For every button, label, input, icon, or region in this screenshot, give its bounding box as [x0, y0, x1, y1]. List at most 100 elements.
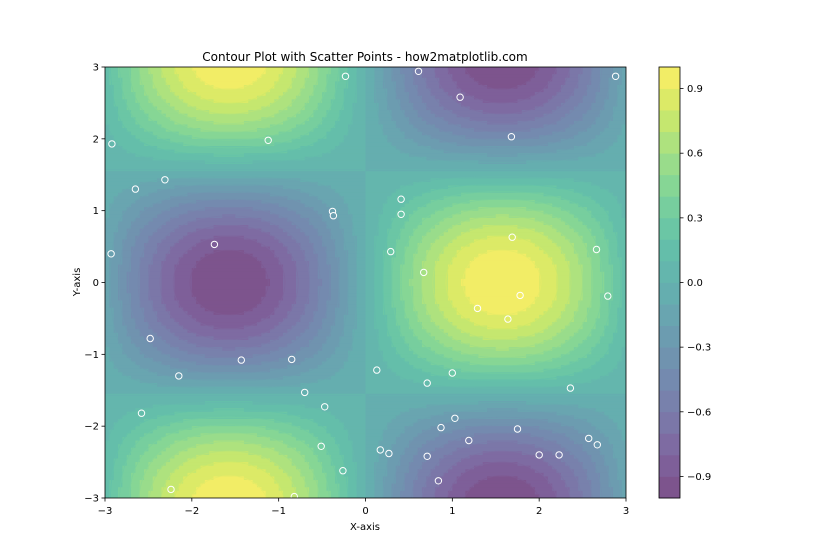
contour-cell	[617, 253, 626, 258]
contour-cell	[118, 70, 132, 75]
contour-cell	[608, 88, 618, 93]
contour-cell	[126, 275, 141, 280]
contour-cell	[131, 260, 141, 266]
contour-cell	[109, 296, 119, 302]
contour-cell	[487, 250, 519, 255]
contour-cell	[387, 99, 401, 104]
contour-cell	[170, 476, 184, 481]
contour-cell	[434, 293, 449, 298]
contour-cell	[161, 70, 176, 75]
contour-cell	[543, 458, 562, 463]
contour-cell	[452, 225, 484, 230]
contour-cell	[365, 113, 380, 118]
contour-cell	[582, 70, 592, 75]
contour-cell	[291, 339, 310, 345]
contour-cell	[430, 426, 466, 431]
contour-cell	[118, 336, 132, 341]
contour-cell	[413, 106, 427, 111]
contour-cell	[139, 483, 154, 488]
contour-cell	[269, 472, 288, 478]
contour-cell	[421, 368, 462, 373]
contour-cell	[560, 314, 575, 320]
contour-cell	[387, 332, 401, 337]
scatter-point	[387, 247, 395, 256]
scatter-point	[131, 185, 140, 193]
contour-cell	[161, 300, 180, 305]
contour-cell	[139, 124, 163, 129]
contour-cell	[534, 74, 553, 79]
contour-cell	[387, 325, 401, 330]
contour-cell	[526, 253, 549, 258]
colorbar-segment	[659, 454, 680, 477]
contour-cell	[487, 235, 519, 240]
contour-cell	[317, 304, 328, 309]
contour-cell	[309, 217, 323, 223]
contour-cell	[300, 415, 336, 420]
contour-cell	[608, 322, 618, 327]
contour-cell	[339, 447, 354, 452]
contour-cell	[582, 368, 614, 373]
contour-cell	[400, 494, 414, 498]
contour-cell	[434, 282, 449, 287]
contour-cell	[144, 242, 158, 248]
contour-cell	[378, 447, 393, 452]
contour-cell	[152, 253, 167, 258]
contour-cell	[348, 250, 358, 255]
contour-cell	[578, 156, 626, 161]
contour-cell	[352, 113, 367, 118]
contour-cell	[343, 92, 358, 97]
contour-cell	[356, 289, 367, 294]
contour-cell	[174, 228, 197, 233]
contour-cell	[105, 404, 154, 409]
contour-cell	[365, 404, 427, 409]
contour-cell	[578, 429, 601, 434]
contour-cell	[269, 278, 284, 284]
contour-cell	[526, 354, 562, 359]
contour-cell	[304, 156, 367, 161]
contour-cell	[378, 336, 393, 341]
contour-cell	[599, 221, 614, 226]
contour-cell	[599, 77, 610, 82]
contour-cell	[109, 357, 132, 363]
contour-cell	[569, 361, 597, 366]
contour-cell	[330, 375, 367, 381]
contour-cell	[595, 117, 614, 122]
contour-cell	[269, 192, 310, 197]
contour-cell	[330, 70, 341, 75]
contour-cell	[586, 253, 601, 258]
contour-cell	[191, 271, 267, 276]
contour-cell	[256, 322, 280, 327]
contour-cell	[478, 307, 527, 312]
contour-cell	[252, 354, 288, 359]
contour-cell	[547, 99, 566, 104]
contour-cell	[595, 322, 610, 327]
contour-cell	[591, 268, 601, 273]
contour-cell	[430, 347, 453, 352]
contour-cell	[556, 293, 571, 298]
contour-cell	[287, 196, 319, 201]
contour-cell	[322, 92, 336, 97]
contour-cell	[339, 418, 367, 424]
contour-cell	[152, 307, 167, 312]
contour-cell	[595, 135, 618, 140]
contour-cell	[378, 225, 393, 230]
contour-cell	[178, 203, 280, 208]
contour-cell	[105, 156, 154, 161]
contour-cell	[569, 225, 588, 230]
contour-cell	[309, 289, 319, 294]
contour-cell	[443, 250, 458, 255]
contour-cell	[287, 444, 310, 449]
contour-cell	[395, 307, 406, 312]
contour-cell	[456, 84, 488, 90]
contour-cell	[283, 494, 297, 498]
contour-cell	[165, 221, 189, 226]
contour-cell	[139, 282, 150, 287]
contour-cell	[304, 483, 319, 488]
contour-cell	[608, 347, 623, 352]
contour-cell	[248, 451, 280, 456]
contour-cell	[131, 221, 150, 226]
contour-cell	[408, 95, 423, 100]
contour-cell	[582, 447, 601, 452]
contour-cell	[335, 210, 349, 215]
contour-cell	[434, 268, 449, 273]
